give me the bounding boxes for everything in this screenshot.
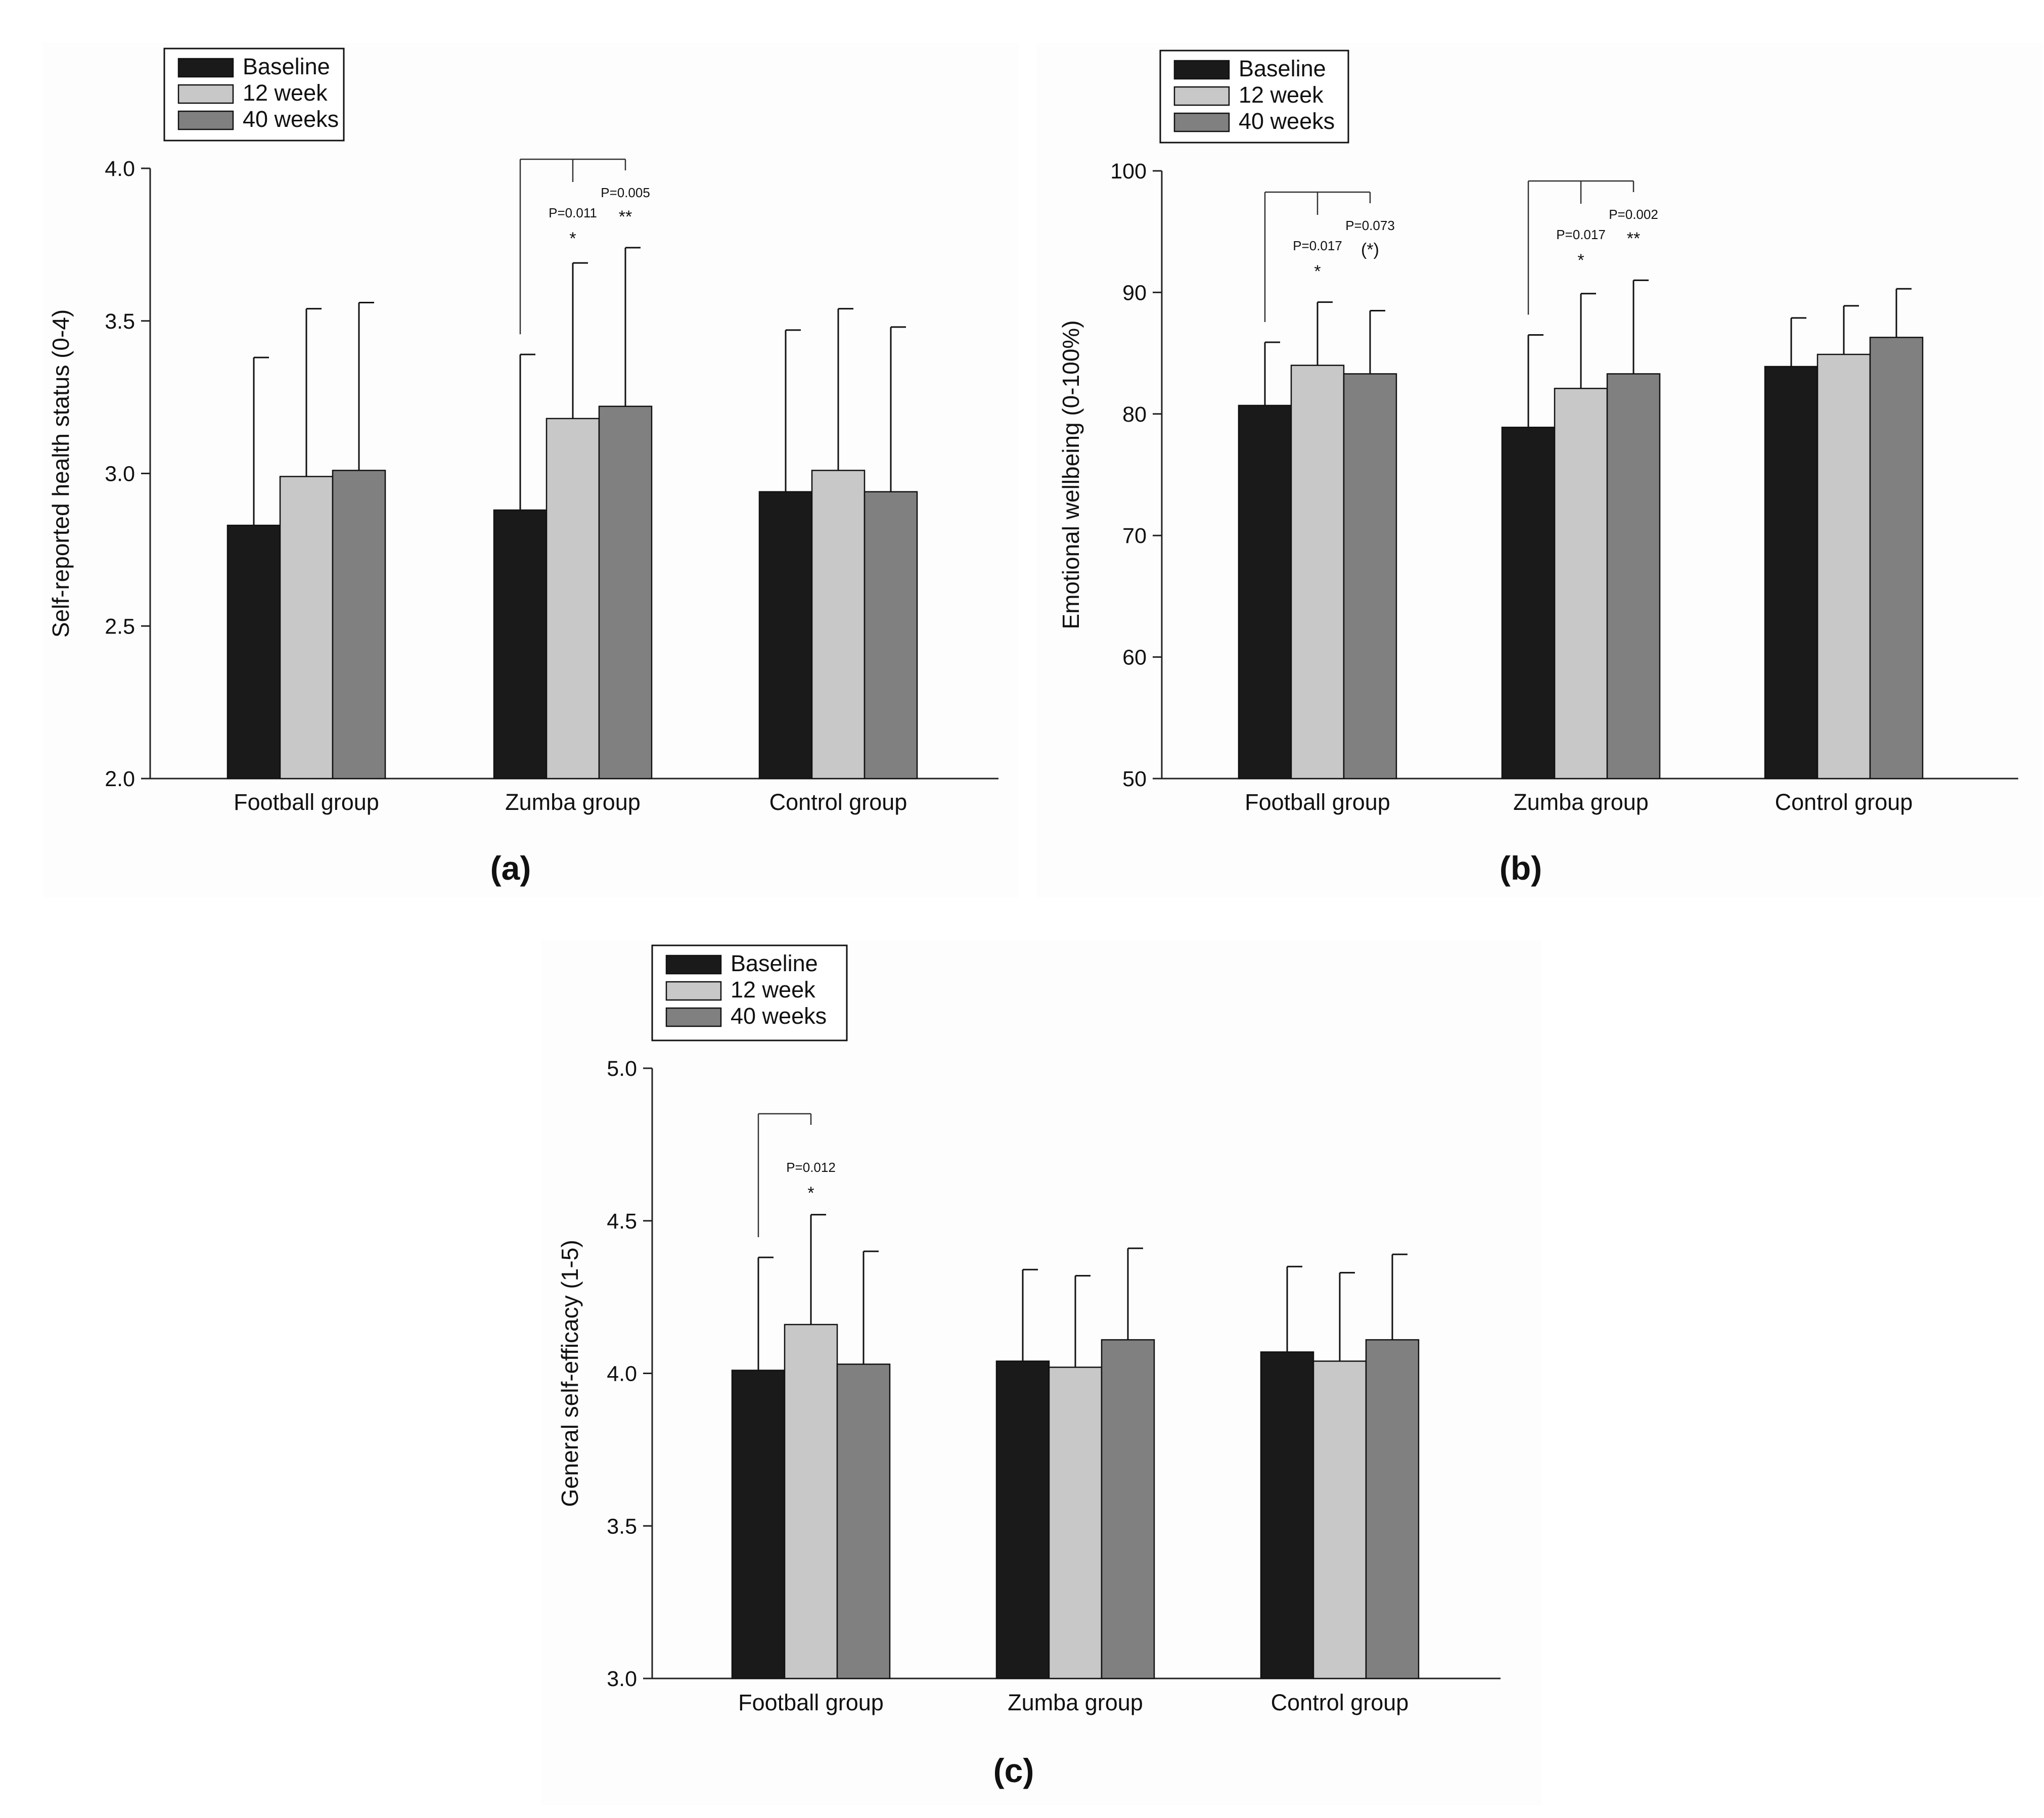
bar[interactable] (332, 470, 386, 780)
p-value-label: P=0.017 (1293, 238, 1342, 253)
legend-label: 12 week (243, 80, 328, 106)
y-tick-label: 2.0 (105, 767, 135, 791)
bar[interactable] (226, 524, 281, 780)
bar[interactable] (995, 1360, 1050, 1679)
bar[interactable] (811, 470, 866, 780)
bar[interactable] (279, 476, 334, 780)
y-tick-label: 4.0 (105, 157, 135, 181)
legend-swatch (665, 1007, 722, 1027)
bar[interactable] (1312, 1360, 1367, 1679)
y-tick-label: 100 (1110, 159, 1147, 184)
p-value-label: P=0.005 (601, 185, 650, 200)
bar[interactable] (1101, 1339, 1155, 1679)
bar[interactable] (784, 1324, 838, 1679)
legend-label: Baseline (1239, 56, 1326, 81)
legend-label: Baseline (731, 950, 818, 976)
y-axis-title: Self-reported health status (0-4) (48, 309, 74, 638)
bar[interactable] (1501, 426, 1556, 780)
y-tick-label: 80 (1122, 402, 1147, 427)
p-value-label: P=0.011 (549, 205, 597, 220)
legend-swatch (177, 84, 234, 104)
x-tick-label: Football group (234, 789, 379, 815)
p-value-label: P=0.017 (1556, 227, 1606, 242)
significance-star: * (1314, 262, 1321, 281)
x-tick-label: Zumba group (1513, 789, 1649, 815)
bar[interactable] (1238, 404, 1292, 780)
y-tick-label: 5.0 (607, 1057, 637, 1081)
bar[interactable] (1816, 353, 1871, 780)
panel-label: (a) (490, 849, 531, 887)
y-tick-label: 90 (1122, 281, 1147, 305)
legend-swatch (1173, 86, 1230, 106)
chart-panel-b: 50 60 70 80 90 100 Emotional wellbeing (0-100%… (1036, 43, 2042, 897)
panel-label: (c) (993, 1752, 1034, 1789)
bar[interactable] (493, 509, 548, 780)
legend-label: 40 weeks (731, 1003, 827, 1029)
bar[interactable] (598, 405, 653, 780)
significance-star: * (569, 229, 576, 248)
y-axis-title: General self-efficacy (1-5) (557, 1240, 583, 1507)
p-value-label: P=0.012 (786, 1160, 836, 1175)
legend-swatch (1173, 112, 1230, 132)
legend-swatch (665, 955, 722, 975)
x-tick-label: Control group (1775, 789, 1913, 815)
legend-label: Baseline (243, 54, 330, 79)
x-tick-label: Football group (738, 1690, 884, 1715)
bar[interactable] (1764, 366, 1819, 780)
y-tick-label: 60 (1122, 646, 1147, 670)
significance-star: (*) (1361, 240, 1379, 259)
p-value-label: P=0.073 (1345, 218, 1395, 233)
bar[interactable] (1048, 1367, 1103, 1679)
y-tick-label: 4.5 (607, 1209, 637, 1234)
x-tick-label: Zumba group (505, 789, 641, 815)
bar[interactable] (1554, 388, 1608, 780)
p-value-label: P=0.002 (1609, 207, 1658, 222)
x-tick-label: Zumba group (1008, 1690, 1143, 1715)
x-tick-label: Control group (1271, 1690, 1409, 1715)
y-tick-label: 2.5 (105, 614, 135, 639)
legend-label: 40 weeks (1239, 108, 1335, 134)
legend-swatch (177, 58, 234, 78)
bar[interactable] (1260, 1351, 1314, 1679)
bar[interactable] (1869, 337, 1924, 780)
legend-swatch (1173, 60, 1230, 80)
chart-panel-c: 3.0 3.5 4.0 4.5 5.0 General self-efficacy (1-… (541, 940, 1542, 1805)
panel-label: (b) (1500, 849, 1542, 887)
y-tick-label: 3.0 (607, 1667, 637, 1691)
significance-star: ** (619, 207, 632, 226)
y-axis-title: Emotional wellbeing (0-100%) (1058, 320, 1084, 629)
significance-star: * (1577, 251, 1584, 270)
significance-star: ** (1627, 229, 1640, 248)
x-tick-label: Control group (769, 789, 907, 815)
y-tick-label: 70 (1122, 524, 1147, 548)
legend-swatch (665, 981, 722, 1001)
bar[interactable] (731, 1370, 786, 1679)
legend-label: 40 weeks (243, 106, 339, 132)
y-tick-label: 3.5 (607, 1514, 637, 1538)
bar[interactable] (758, 491, 813, 780)
y-tick-label: 50 (1122, 767, 1147, 791)
chart-panel-a: 2.0 2.5 3.0 3.5 4.0 Self-reported health stat… (43, 43, 1019, 897)
bar[interactable] (1343, 373, 1397, 780)
significance-star: * (807, 1184, 814, 1203)
y-tick-label: 3.0 (105, 462, 135, 486)
bar[interactable] (1365, 1339, 1420, 1679)
legend-label: 12 week (1239, 82, 1324, 108)
legend-label: 12 week (731, 977, 815, 1003)
y-tick-label: 3.5 (105, 309, 135, 334)
legend-swatch (177, 110, 234, 130)
y-tick-label: 4.0 (607, 1362, 637, 1386)
bar[interactable] (836, 1364, 891, 1679)
x-tick-label: Football group (1245, 789, 1390, 815)
bar[interactable] (1606, 373, 1661, 780)
bar[interactable] (864, 491, 918, 780)
bar[interactable] (1290, 365, 1345, 780)
bar[interactable] (546, 418, 600, 780)
